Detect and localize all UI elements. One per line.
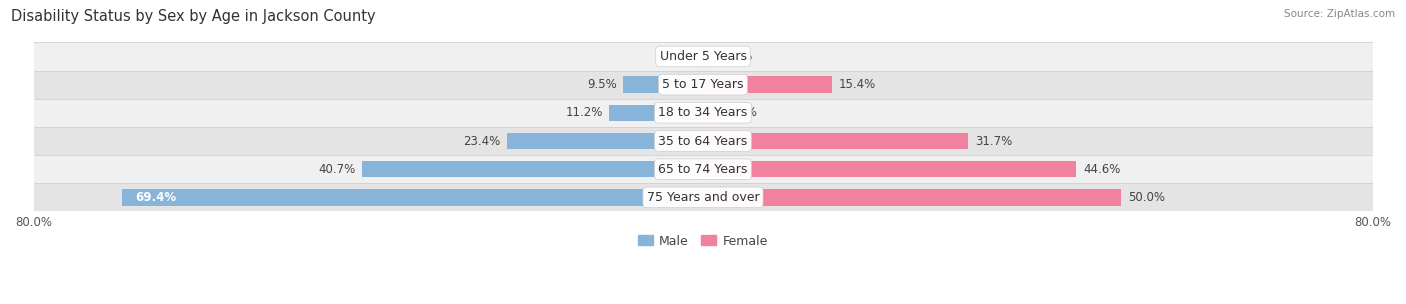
Bar [34,99,1372,127]
Text: 50.0%: 50.0% [1128,191,1166,204]
Text: 0.0%: 0.0% [666,50,696,63]
Bar [609,105,703,121]
Bar [703,77,832,93]
Text: 35 to 64 Years: 35 to 64 Years [658,134,748,147]
Bar [703,161,1076,177]
Bar [623,77,703,93]
Text: 23.4%: 23.4% [463,134,501,147]
Text: 31.7%: 31.7% [974,134,1012,147]
Bar [122,189,703,206]
Text: Source: ZipAtlas.com: Source: ZipAtlas.com [1284,9,1395,19]
Text: 18 to 34 Years: 18 to 34 Years [658,106,748,119]
Text: 69.4%: 69.4% [135,191,176,204]
Text: 15.4%: 15.4% [838,78,876,91]
Bar [703,189,1122,206]
Text: 2.1%: 2.1% [727,106,758,119]
Text: 5 to 17 Years: 5 to 17 Years [662,78,744,91]
Bar [703,48,709,65]
Text: 0.69%: 0.69% [716,50,752,63]
Text: 44.6%: 44.6% [1083,163,1121,176]
Bar [34,155,1372,183]
Bar [508,133,703,149]
Text: 11.2%: 11.2% [565,106,603,119]
Bar [363,161,703,177]
Text: 9.5%: 9.5% [588,78,617,91]
Bar [34,127,1372,155]
Text: Under 5 Years: Under 5 Years [659,50,747,63]
Text: Disability Status by Sex by Age in Jackson County: Disability Status by Sex by Age in Jacks… [11,9,375,24]
Bar [703,133,969,149]
Bar [34,71,1372,99]
Text: 40.7%: 40.7% [318,163,356,176]
Text: 75 Years and over: 75 Years and over [647,191,759,204]
Bar [703,105,720,121]
Legend: Male, Female: Male, Female [633,230,773,253]
Bar [34,42,1372,71]
Text: 65 to 74 Years: 65 to 74 Years [658,163,748,176]
Bar [34,183,1372,212]
